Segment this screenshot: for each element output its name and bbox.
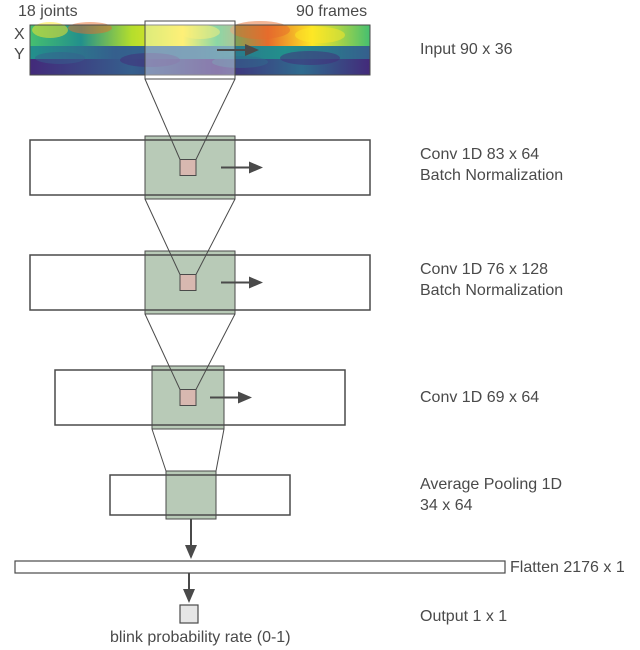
- layer-label-conv2: Conv 1D 76 x 128 Batch Normalization: [420, 260, 563, 302]
- bottom-label: blink probability rate (0-1): [110, 628, 291, 649]
- joints-label: 18 joints: [18, 2, 78, 23]
- y-axis-label: Y: [14, 45, 25, 66]
- layer-label-conv3: Conv 1D 69 x 64: [420, 388, 539, 409]
- frames-label: 90 frames: [296, 2, 367, 23]
- layer-label-output: Output 1 x 1: [420, 607, 507, 628]
- layer-label-flatten: Flatten 2176 x 1: [510, 558, 625, 579]
- x-axis-label: X: [14, 25, 25, 46]
- layer-label-pool: Average Pooling 1D 34 x 64: [420, 475, 562, 517]
- layer-label-input: Input 90 x 36: [420, 40, 513, 61]
- layer-label-conv1: Conv 1D 83 x 64 Batch Normalization: [420, 145, 563, 187]
- architecture-diagram: [0, 0, 640, 650]
